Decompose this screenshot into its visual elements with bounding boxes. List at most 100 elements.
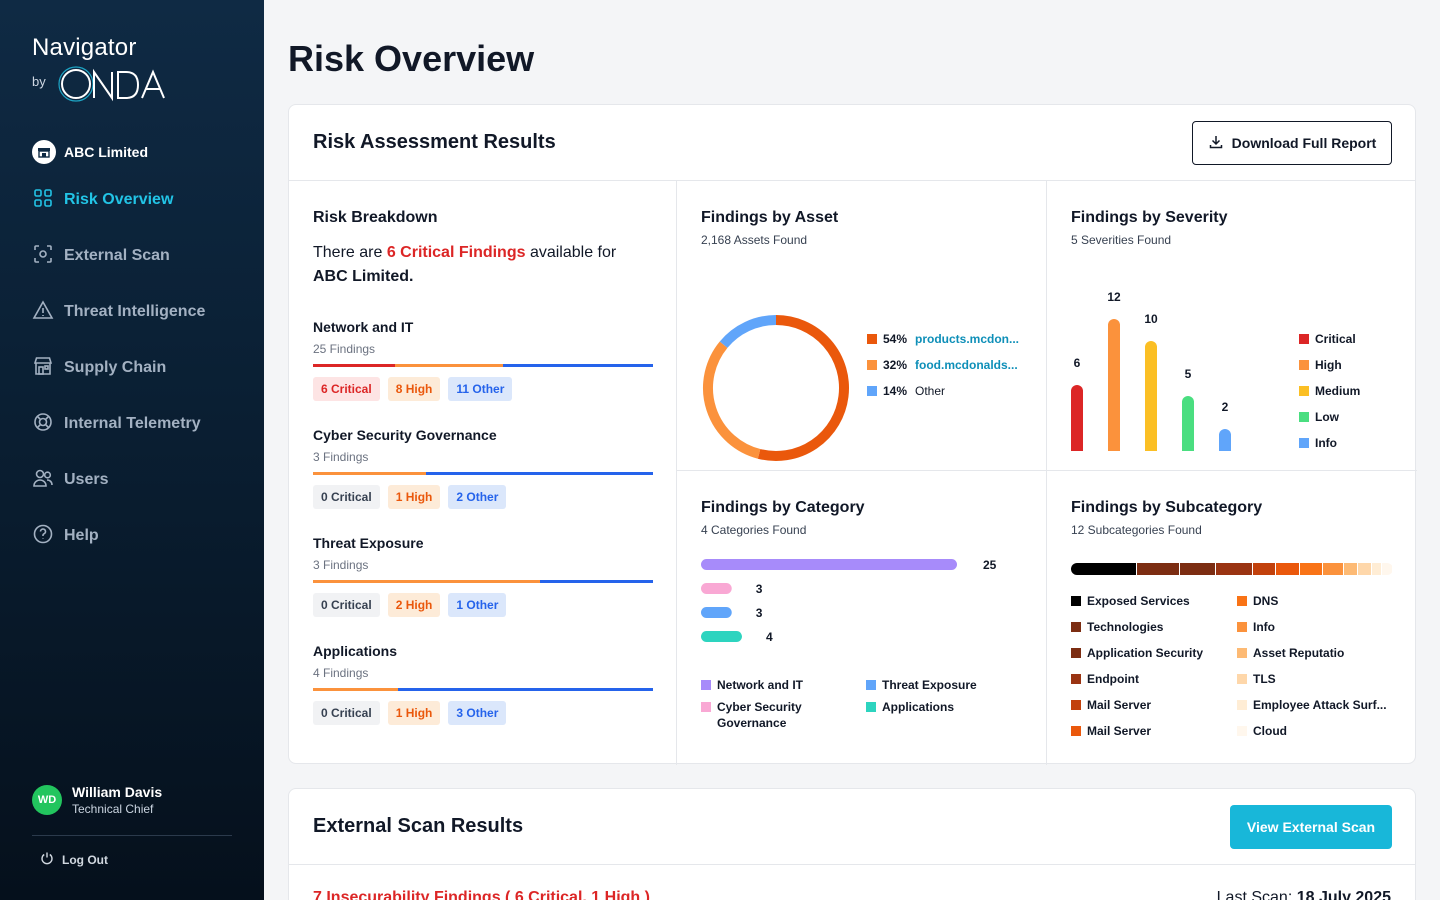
legend-swatch xyxy=(701,680,711,690)
other-chip[interactable]: 1 Other xyxy=(448,593,507,617)
high-chip[interactable]: 8 High xyxy=(387,377,441,401)
legend-item[interactable]: 32% food.mcdonalds... xyxy=(867,352,1019,378)
insecurability-findings-link[interactable]: 7 Insecurability Findings ( 6 Critical, … xyxy=(313,889,650,900)
subcategory-segment[interactable] xyxy=(1371,563,1382,575)
category-bar[interactable] xyxy=(701,583,732,594)
user-name: William Davis xyxy=(72,784,163,800)
donut-slice[interactable] xyxy=(719,315,777,348)
severity-bar[interactable] xyxy=(1145,341,1157,451)
subcategory-segment[interactable] xyxy=(1323,563,1343,575)
subcategory-segment[interactable] xyxy=(1136,563,1179,575)
donut-slice[interactable] xyxy=(757,315,849,461)
legend-label[interactable]: products.mcdon... xyxy=(915,332,1020,346)
legend-label: Critical xyxy=(1315,332,1356,346)
subcategory-segment[interactable] xyxy=(1382,563,1393,575)
legend-item[interactable]: TLS xyxy=(1237,671,1403,687)
power-icon xyxy=(40,851,54,868)
legend-item[interactable]: Exposed Services xyxy=(1071,593,1237,609)
legend-label: Employee Attack Surf... xyxy=(1253,698,1387,712)
sidebar-item-threat-intelligence[interactable]: Threat Intelligence xyxy=(32,298,205,326)
download-label: Download Full Report xyxy=(1231,135,1377,151)
severity-bar[interactable] xyxy=(1182,396,1194,451)
severity-bar[interactable] xyxy=(1071,385,1083,451)
legend-item[interactable]: Info xyxy=(1299,430,1360,456)
section-subtitle: 2,168 Assets Found xyxy=(701,233,808,247)
legend-item[interactable]: Critical xyxy=(1299,326,1360,352)
view-external-scan-button[interactable]: View External Scan xyxy=(1230,805,1392,849)
last-scan-date: 18 July 2025 xyxy=(1296,889,1391,900)
download-report-button[interactable]: Download Full Report xyxy=(1192,121,1392,165)
risk-group-name: Cyber Security Governance xyxy=(313,427,497,443)
subcategory-segment[interactable] xyxy=(1071,563,1136,575)
legend-item[interactable]: Mail Server xyxy=(1071,697,1237,713)
sidebar-item-label: External Scan xyxy=(64,247,170,264)
section-title: Findings by Subcategory xyxy=(1071,499,1263,516)
sidebar-item-external-scan[interactable]: External Scan xyxy=(32,242,205,270)
scan-icon xyxy=(32,243,54,270)
other-chip[interactable]: 2 Other xyxy=(448,485,507,509)
legend-item[interactable]: High xyxy=(1299,352,1360,378)
legend-item[interactable]: Endpoint xyxy=(1071,671,1237,687)
high-chip[interactable]: 1 High xyxy=(387,485,441,509)
subcategory-segment[interactable] xyxy=(1252,563,1276,575)
risk-assessment-card: Risk Assessment Results Download Full Re… xyxy=(288,104,1417,765)
critical-chip[interactable]: 0 Critical xyxy=(313,593,380,617)
legend-swatch xyxy=(1071,674,1081,684)
subcategory-segment[interactable] xyxy=(1276,563,1299,575)
legend-item[interactable]: Technologies xyxy=(1071,619,1237,635)
subcategory-stacked-bar xyxy=(1071,563,1393,575)
legend-swatch xyxy=(1071,596,1081,606)
legend-item[interactable]: Mail Server xyxy=(1071,723,1237,739)
legend-item[interactable]: Applications xyxy=(866,699,1031,731)
sidebar-item-internal-telemetry[interactable]: Internal Telemetry xyxy=(32,410,205,438)
legend-item[interactable]: DNS xyxy=(1237,593,1403,609)
user-role: Technical Chief xyxy=(72,802,154,816)
subcategory-segment[interactable] xyxy=(1357,563,1371,575)
legend-item[interactable]: 54% products.mcdon... xyxy=(867,326,1019,352)
category-bar[interactable] xyxy=(701,631,742,642)
other-chip[interactable]: 11 Other xyxy=(448,377,513,401)
risk-group-bar xyxy=(313,364,653,367)
legend-label: Other xyxy=(915,384,946,398)
legend-item[interactable]: 14% Other xyxy=(867,378,1019,404)
category-bar[interactable] xyxy=(701,607,732,618)
subcategory-segment[interactable] xyxy=(1343,563,1357,575)
sidebar-item-risk-overview[interactable]: Risk Overview xyxy=(32,186,205,214)
legend-item[interactable]: Asset Reputatio xyxy=(1237,645,1403,661)
legend-item[interactable]: Cloud xyxy=(1237,723,1403,739)
legend-item[interactable]: Info xyxy=(1237,619,1403,635)
legend-label: Technologies xyxy=(1087,620,1164,634)
bar-segment-high xyxy=(394,364,504,367)
critical-chip[interactable]: 6 Critical xyxy=(313,377,380,401)
subcategory-segment[interactable] xyxy=(1299,563,1323,575)
legend-item[interactable]: Network and IT xyxy=(701,677,866,693)
legend-item[interactable]: Threat Exposure xyxy=(866,677,1031,693)
user-profile[interactable]: WD William Davis Technical Chief xyxy=(32,784,162,816)
category-bar[interactable] xyxy=(701,559,957,570)
other-chip[interactable]: 3 Other xyxy=(448,701,507,725)
subcategory-segment[interactable] xyxy=(1179,563,1216,575)
high-chip[interactable]: 2 High xyxy=(387,593,441,617)
sidebar-item-users[interactable]: Users xyxy=(32,466,205,494)
high-chip[interactable]: 1 High xyxy=(387,701,441,725)
legend-label: Mail Server xyxy=(1087,698,1152,712)
severity-bar-base xyxy=(1071,445,1083,451)
subcategory-segment[interactable] xyxy=(1216,563,1252,575)
legend-label: Exposed Services xyxy=(1087,594,1190,608)
logout-button[interactable]: Log Out xyxy=(40,851,108,868)
organization-selector[interactable]: ABC Limited xyxy=(32,140,148,164)
sidebar-item-help[interactable]: Help xyxy=(32,522,205,550)
sidebar-item-supply-chain[interactable]: Supply Chain xyxy=(32,354,205,382)
donut-slice[interactable] xyxy=(703,341,761,459)
legend-item[interactable]: Application Security xyxy=(1071,645,1237,661)
legend-item[interactable]: Cyber Security Governance xyxy=(701,699,866,731)
critical-chip[interactable]: 0 Critical xyxy=(313,485,380,509)
severity-bar[interactable] xyxy=(1108,319,1120,451)
legend-item[interactable]: Low xyxy=(1299,404,1360,430)
legend-item[interactable]: Employee Attack Surf... xyxy=(1237,697,1403,713)
critical-chip[interactable]: 0 Critical xyxy=(313,701,380,725)
legend-item[interactable]: Medium xyxy=(1299,378,1360,404)
bar-segment-other xyxy=(539,580,653,583)
legend-label[interactable]: food.mcdonalds... xyxy=(915,358,1018,372)
